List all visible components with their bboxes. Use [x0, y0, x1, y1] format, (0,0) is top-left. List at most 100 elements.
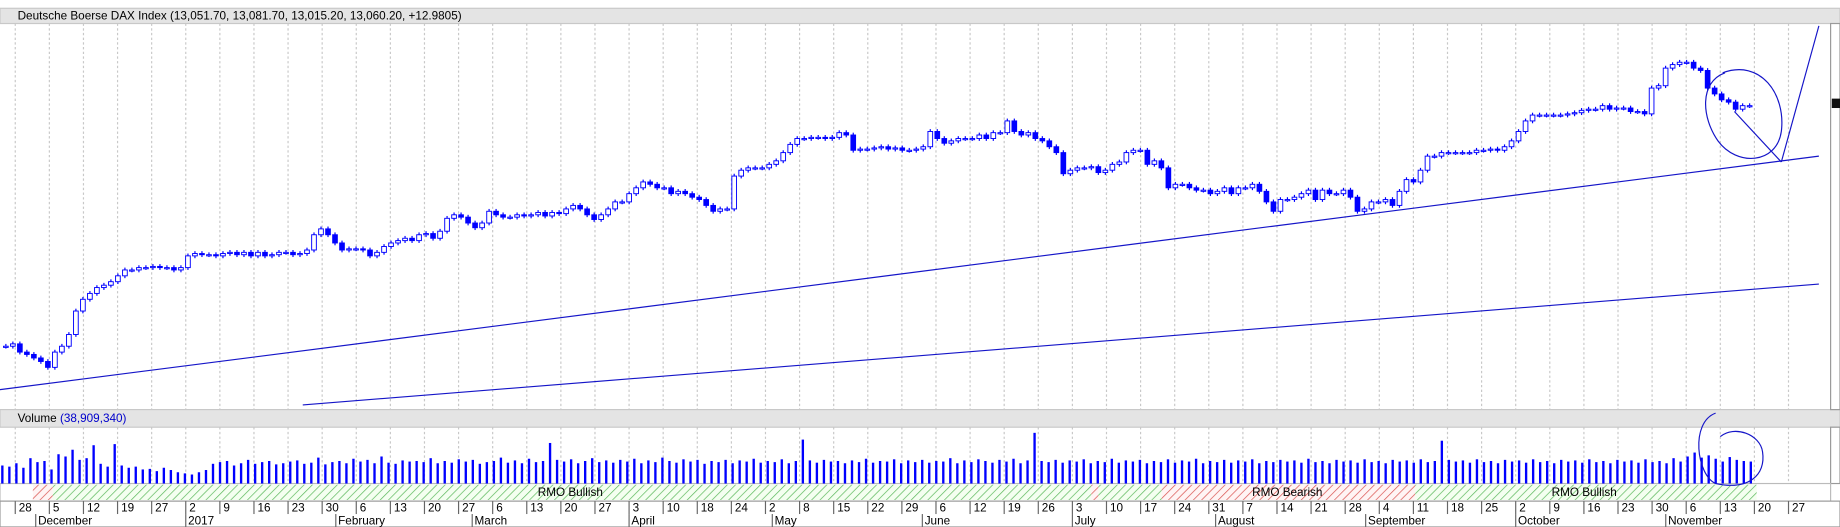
candle-body — [808, 136, 815, 139]
volume-bar — [211, 463, 215, 484]
candle-body — [633, 187, 639, 195]
x-tick-label: 18 — [701, 501, 715, 514]
volume-bar — [8, 466, 11, 484]
volume-bar — [569, 459, 573, 484]
volume-bar — [633, 458, 636, 484]
candle-body — [213, 254, 219, 257]
volume-bar — [956, 463, 959, 484]
candle-body — [66, 334, 72, 347]
candle-body — [1081, 167, 1088, 170]
volume-label: Volume — [18, 412, 57, 425]
volume-bar — [1735, 459, 1738, 484]
volume-bar — [752, 458, 755, 484]
volume-bar — [57, 454, 60, 484]
candle-body — [1284, 199, 1291, 202]
candle-body — [164, 267, 170, 270]
x-tick-label: 24 — [735, 501, 749, 514]
candle-body — [479, 222, 485, 229]
x-tick-label: 6 — [496, 501, 503, 514]
candle-body — [1578, 109, 1585, 114]
volume-bar — [1482, 462, 1486, 484]
candle-body — [654, 183, 660, 189]
candle-body — [1718, 93, 1725, 101]
volume-bar — [759, 462, 762, 484]
volume-bar — [183, 473, 187, 484]
x-tick-label: 14 — [1281, 501, 1295, 514]
volume-bar — [303, 463, 306, 484]
candle-body — [1123, 152, 1130, 163]
volume-bar — [787, 463, 790, 484]
volume-bar — [935, 460, 938, 484]
x-tick-label: 30 — [326, 501, 340, 514]
volume-bar — [64, 456, 67, 484]
candle-body — [668, 187, 674, 195]
candle-body — [1116, 161, 1123, 165]
x-tick-label: 12 — [87, 501, 100, 514]
candle-body — [892, 147, 899, 150]
x-tick-label: 13 — [530, 501, 543, 514]
candle-body — [857, 148, 864, 151]
volume-bar — [1124, 460, 1128, 484]
volume-bar — [949, 458, 952, 484]
candle-body — [332, 234, 338, 244]
volume-bar — [359, 461, 362, 484]
volume-bar — [1433, 460, 1437, 484]
volume-bar — [1510, 461, 1514, 484]
candle-body — [1627, 107, 1634, 113]
volume-bar — [155, 471, 159, 484]
candle-body — [115, 275, 121, 283]
candle-body — [1235, 187, 1242, 195]
candle-body — [1088, 166, 1095, 169]
volume-bar — [176, 472, 180, 484]
volume-bar — [1251, 459, 1254, 484]
volume-bar — [1426, 462, 1429, 484]
month-label: April — [631, 515, 654, 527]
month-label: December — [38, 515, 92, 527]
volume-bar — [527, 458, 531, 484]
candle-body — [1319, 189, 1326, 201]
volume-bar — [1328, 463, 1331, 484]
candle-body — [1571, 112, 1578, 115]
volume-bar — [583, 460, 587, 484]
candle-body — [1046, 140, 1053, 148]
volume-bar — [1314, 462, 1317, 484]
candle-body — [1060, 152, 1067, 175]
volume-bar — [1265, 460, 1268, 484]
candle-body — [1417, 169, 1424, 183]
volume-bar — [598, 462, 601, 484]
x-tick-label: 20 — [428, 501, 442, 514]
volume-bar — [260, 462, 264, 484]
volume-bar — [1152, 460, 1156, 484]
candle-body — [1242, 187, 1249, 190]
volume-bar — [1454, 461, 1458, 484]
candle-body — [1655, 85, 1662, 89]
volume-bar — [324, 464, 327, 484]
candle-body — [850, 134, 857, 151]
candle-body — [59, 345, 65, 353]
volume-bar — [907, 460, 910, 484]
x-tick-label: 18 — [1451, 501, 1465, 514]
candle-body — [283, 251, 289, 254]
candle-body — [605, 208, 611, 216]
rmo-bearish — [1091, 484, 1099, 500]
candle-body — [1074, 167, 1081, 171]
volume-title: Volume (38,909,340) — [18, 412, 127, 425]
candle-body — [1606, 105, 1613, 110]
volume-bar — [464, 461, 467, 484]
volume-bar — [225, 460, 229, 484]
volume-bar — [619, 459, 622, 484]
candle-body — [388, 242, 394, 247]
volume-bar — [696, 459, 699, 484]
candle-body — [493, 210, 499, 216]
candle-body — [1228, 187, 1235, 195]
candle-body — [1165, 167, 1172, 189]
volume-bar — [148, 468, 151, 484]
volume-bar — [1201, 463, 1205, 484]
rmo-strip: RMO Bullish RMO Bearish RMO Bullish — [0, 482, 1832, 502]
candle-body — [1424, 155, 1431, 171]
candle-body — [1347, 189, 1354, 198]
candle-body — [423, 233, 429, 236]
candle-body — [1263, 190, 1270, 203]
volume-bar — [429, 458, 432, 484]
volume-bar — [1321, 460, 1324, 484]
